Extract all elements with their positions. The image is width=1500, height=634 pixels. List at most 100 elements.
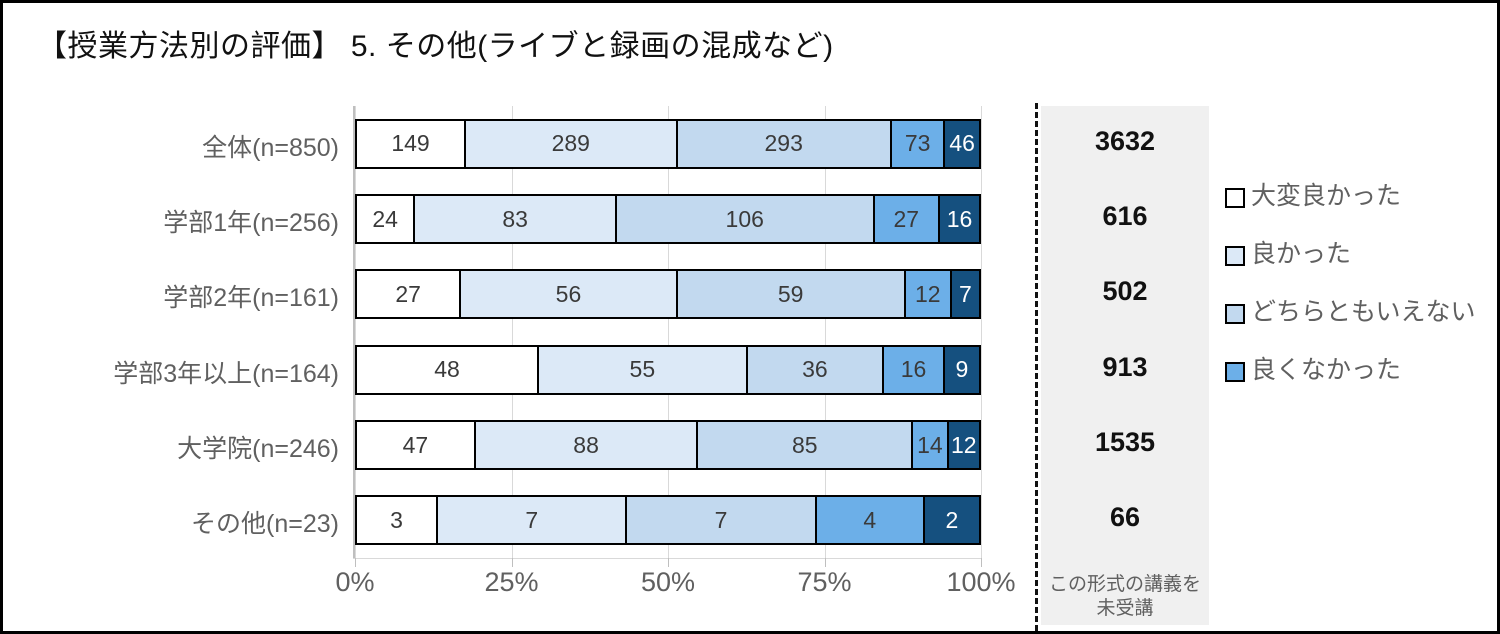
category-label: その他(n=23) — [191, 510, 339, 539]
bar-segment-value: 12 — [950, 431, 977, 458]
bar-segment: 83 — [415, 196, 617, 242]
gridline — [981, 106, 982, 558]
gridline — [355, 106, 356, 558]
bar-segment-value: 88 — [573, 431, 599, 458]
bar-segment-value: 7 — [525, 506, 539, 533]
x-tick-mark — [981, 558, 982, 567]
legend: 大変良かった良かったどちらともいえない 良くなかった — [1225, 181, 1493, 413]
bar-segment: 24 — [357, 196, 416, 242]
page-title: 【授業方法別の評価】 5. その他(ライブと録画の混成など) — [37, 30, 834, 63]
bar-segment: 85 — [698, 422, 914, 468]
bar-row: 47 88 85 14 12 — [355, 420, 981, 470]
bar-segment: 56 — [461, 271, 678, 318]
legend-item[interactable]: どちらともいえない — [1225, 297, 1493, 328]
bar-segment-value: 48 — [434, 356, 460, 383]
bar-segment-value: 27 — [893, 205, 920, 232]
legend-item-label: 大変良かった — [1251, 182, 1402, 210]
bar-segment-value: 293 — [764, 130, 803, 157]
bar-segment-value: 16 — [900, 356, 927, 383]
x-tick-mark — [355, 558, 356, 567]
bar-segment: 48 — [357, 346, 540, 393]
gridline — [668, 106, 669, 558]
bar-segment-value: 16 — [946, 205, 973, 232]
bar-segment-value: 83 — [502, 205, 528, 232]
bar-segment-value: 47 — [402, 431, 429, 458]
bar-segment-value: 59 — [777, 280, 804, 307]
plot-area: 149 289 293 73 46 24 83 106 27 16 27 56 59 12 7 48 55 36 1… — [353, 106, 982, 559]
bar-segment: 3 — [357, 497, 439, 544]
bar-segment-value: 106 — [725, 205, 764, 232]
legend-item-label: どちらともいえない — [1251, 298, 1476, 326]
total-value: 913 — [1102, 351, 1148, 382]
bar-row: 48 55 36 16 9 — [355, 344, 981, 395]
x-axis-line — [353, 558, 981, 559]
bar-row: 24 83 106 27 16 — [355, 194, 981, 244]
bar-segment: 12 — [948, 422, 979, 468]
bar-segment: 73 — [891, 120, 946, 167]
bar-segment-value: 7 — [714, 506, 728, 533]
bar-row: 27 56 59 12 7 — [355, 269, 981, 320]
bar-segment: 36 — [747, 346, 885, 393]
bar-segment: 55 — [539, 346, 748, 393]
gridline — [511, 106, 513, 558]
bar-segment-value: 24 — [372, 205, 398, 232]
bar-segment-value: 2 — [945, 506, 959, 533]
bar-segment: 47 — [357, 422, 476, 468]
category-label: 学部3年以上(n=164) — [113, 359, 339, 388]
bar-segment-value: 46 — [949, 130, 975, 157]
bar-segment: 9 — [944, 346, 979, 393]
x-tick-label: 75% — [797, 567, 852, 597]
category-label: 学部1年(n=256) — [163, 209, 339, 237]
x-tick-label: 100% — [946, 567, 1016, 597]
legend-item-label: 良くなかった — [1251, 356, 1402, 384]
bar-segment-value: 4 — [863, 506, 877, 533]
bar-segment: 7 — [627, 497, 817, 544]
bar-segment-value: 9 — [955, 356, 969, 383]
legend-swatch-icon — [1225, 362, 1245, 382]
bar-segment: 4 — [816, 497, 925, 544]
gridline — [824, 106, 826, 558]
bar-segment-value: 73 — [904, 130, 931, 157]
total-value: 502 — [1102, 276, 1148, 307]
legend-item[interactable]: 良くなかった — [1225, 355, 1493, 386]
bar-segment: 46 — [945, 120, 979, 167]
legend-item[interactable]: 大変良かった — [1225, 181, 1493, 212]
legend-swatch-icon — [1225, 246, 1245, 266]
bar-segment: 12 — [905, 271, 952, 318]
bar-segment: 27 — [874, 196, 941, 242]
x-tick-label: 0% — [335, 567, 375, 597]
bar-row: 3 7 7 4 2 — [355, 495, 981, 546]
category-label: 学部2年(n=161) — [163, 284, 339, 313]
category-label: 大学院(n=246) — [177, 435, 339, 463]
total-value: 66 — [1109, 502, 1141, 533]
bar-segment-value: 27 — [395, 280, 421, 307]
x-tick-mark — [511, 558, 513, 567]
y-axis-line — [353, 106, 355, 558]
bar-segment-value: 36 — [802, 356, 828, 383]
panel-divider — [1035, 103, 1038, 631]
bar-segment-value: 12 — [914, 280, 941, 307]
legend-swatch-icon — [1225, 304, 1245, 324]
x-tick-label: 25% — [484, 567, 539, 597]
totals-footnote: この形式の講義を未受講 — [1048, 574, 1201, 619]
legend-item[interactable]: 良かった — [1225, 239, 1493, 270]
bar-segment-value: 3 — [390, 506, 403, 533]
bar-segment: 7 — [951, 271, 979, 318]
bar-segment: 289 — [466, 120, 678, 167]
bar-segment-value: 14 — [917, 431, 943, 458]
bar-segment-value: 7 — [959, 280, 972, 307]
category-label: 全体(n=850) — [202, 133, 339, 162]
bar-segment: 106 — [616, 196, 875, 242]
bar-segment-value: 289 — [551, 130, 590, 157]
total-value: 616 — [1102, 201, 1148, 231]
legend-swatch-icon — [1225, 188, 1245, 208]
bar-segment: 7 — [438, 497, 628, 544]
bar-segment: 16 — [884, 346, 945, 393]
total-value: 3632 — [1094, 125, 1156, 156]
bar-segment: 2 — [924, 497, 979, 544]
bar-segment: 14 — [913, 422, 949, 468]
x-tick-mark — [668, 558, 669, 567]
bar-segment: 149 — [357, 120, 467, 167]
x-tick-label: 50% — [640, 567, 696, 597]
